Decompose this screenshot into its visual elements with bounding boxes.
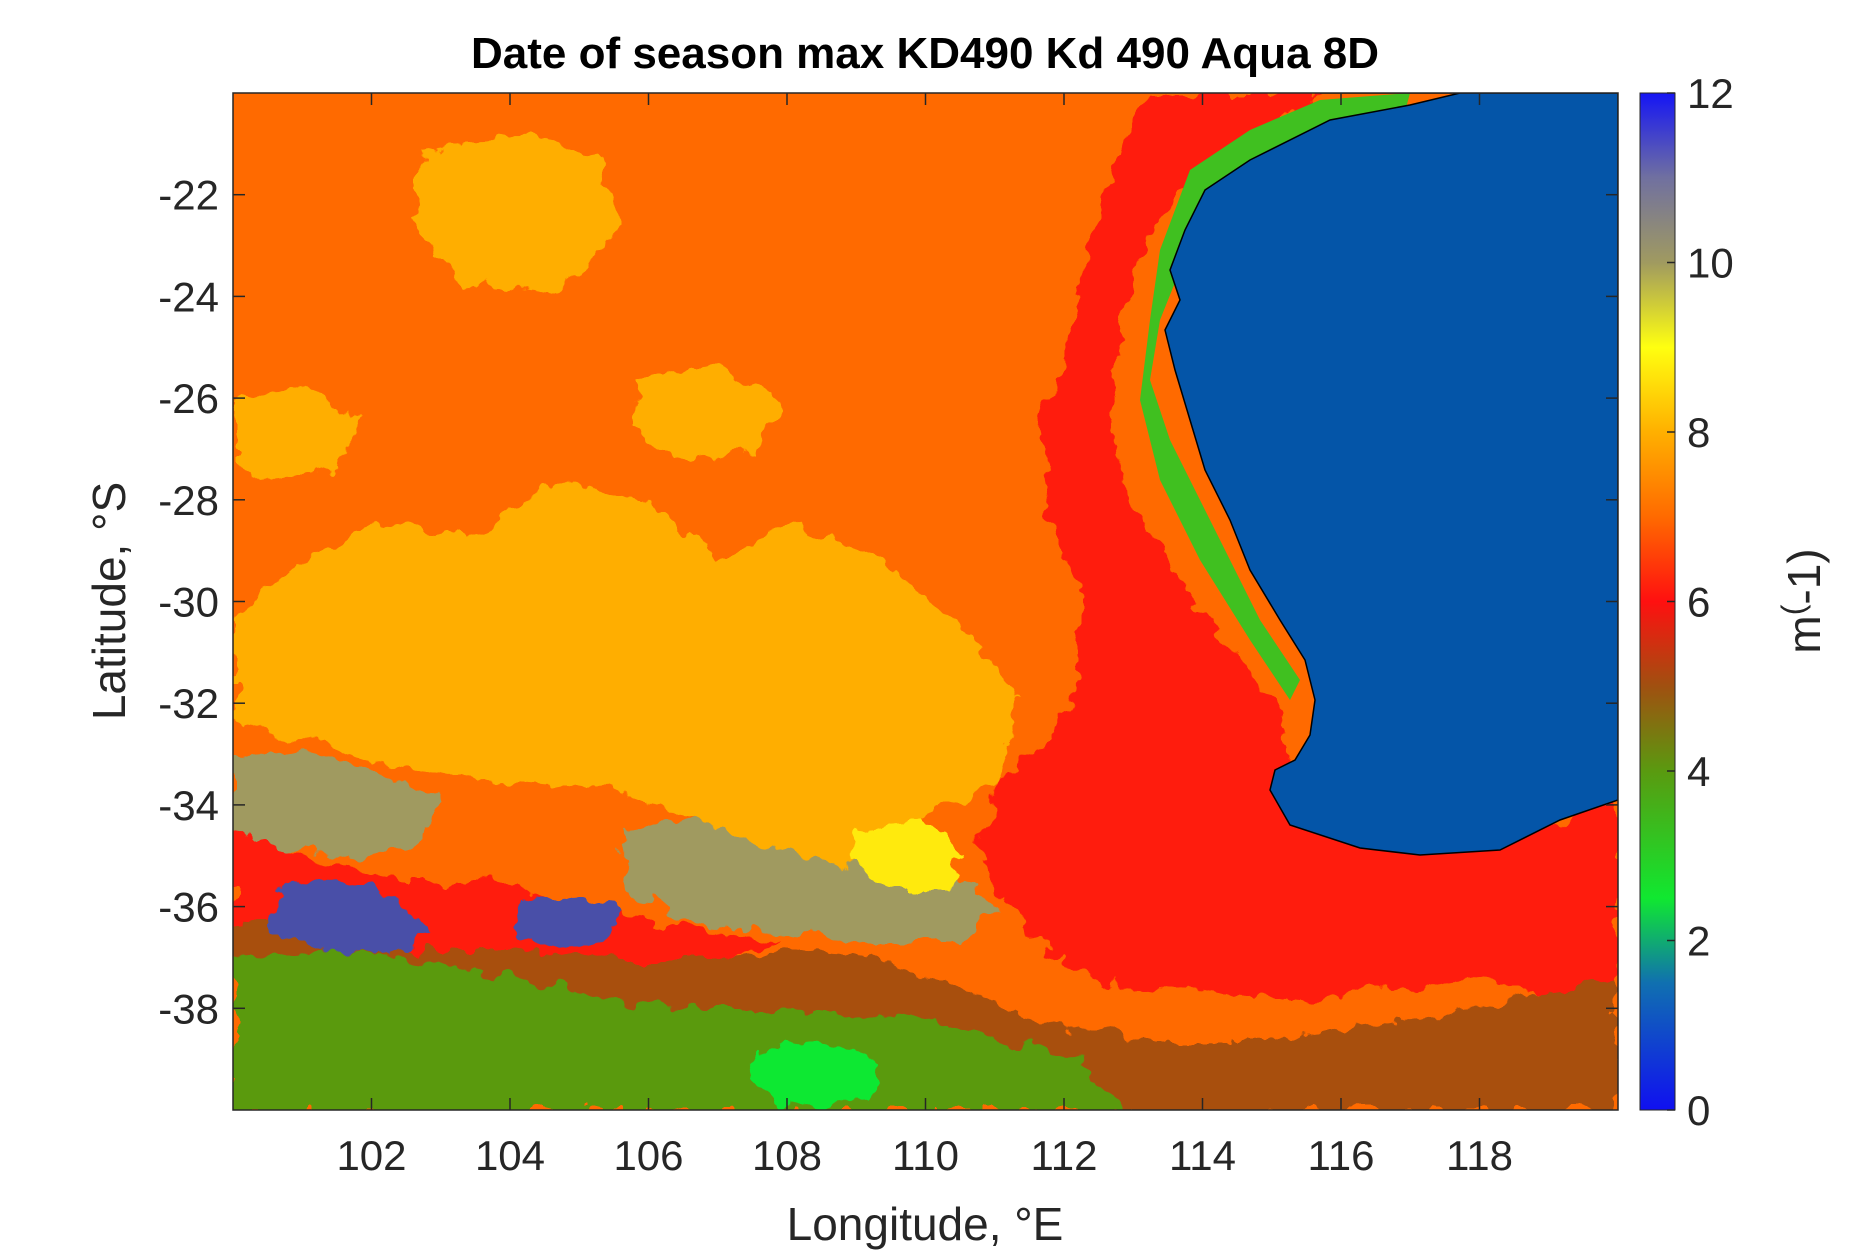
x-tick-label: 110 [892,1132,959,1179]
region-yellow-patch [850,820,960,890]
region-bright-green [750,1040,880,1105]
y-axis-ticks: -22 -24 -26 -28 -30 -32 -34 -36 -38 [158,172,1618,1032]
region-central-patch-west [233,380,360,480]
colorbar-label: m(-1) [1775,548,1830,653]
noisy-fields [233,93,1618,1110]
y-tick-label: -28 [158,477,219,524]
y-tick-label: -26 [158,375,219,422]
x-tick-label: 106 [613,1132,683,1179]
chart-title: Date of season max KD490 Kd 490 Aqua 8D [471,29,1379,78]
colorbar-label-prefix: m [1778,615,1830,653]
x-tick-label: 112 [1031,1132,1098,1179]
region-coastal-band [980,93,1618,1020]
region-central-patch [233,480,1020,880]
x-tick-label: 118 [1446,1132,1513,1179]
y-tick-label: -36 [158,884,219,931]
y-tick-label: -34 [158,782,219,829]
coast-green-fringe [1140,93,1410,700]
x-axis-ticks: 102 104 106 108 110 112 114 116 118 [336,93,1513,1179]
x-tick-label: 116 [1308,1132,1375,1179]
x-tick-label: 102 [336,1132,406,1179]
region-grey-patch [233,750,440,860]
colorbar-tick-label: 8 [1687,409,1710,456]
y-axis-label: Latitude, °S [83,482,135,720]
colorbar-ticks: 0 2 4 6 8 10 12 [1667,70,1734,1134]
colorbar-tick-label: 4 [1687,748,1710,795]
land-mass [1164,93,1618,856]
x-axis-label: Longitude, °E [787,1198,1064,1250]
region-central-patch-north [410,135,620,290]
region-violet-patch [270,880,430,955]
colorbar-tick-label: 0 [1687,1087,1710,1134]
colorbar-tick-label: 10 [1687,240,1734,287]
y-tick-label: -22 [158,172,219,219]
region-southern-green [233,950,1120,1110]
x-tick-label: 114 [1169,1132,1236,1179]
colorbar-tick-label: 6 [1687,579,1710,626]
x-tick-label: 108 [752,1132,822,1179]
y-tick-label: -32 [158,680,219,727]
colorbar-label-rest: -1) [1778,548,1830,604]
map-area [233,93,1618,1110]
region-grey-patch-2 [620,820,1000,940]
region-violet-patch-2 [510,895,620,945]
x-tick-label: 104 [475,1132,545,1179]
region-central-patch-mid [630,360,780,460]
y-tick-label: -24 [158,273,219,320]
y-tick-label: -30 [158,579,219,626]
colorbar-label-sup: ( [1775,604,1811,615]
y-tick-label: -38 [158,985,219,1032]
colorbar-tick-label: 12 [1687,70,1734,117]
colorbar-tick-label: 2 [1687,918,1710,965]
